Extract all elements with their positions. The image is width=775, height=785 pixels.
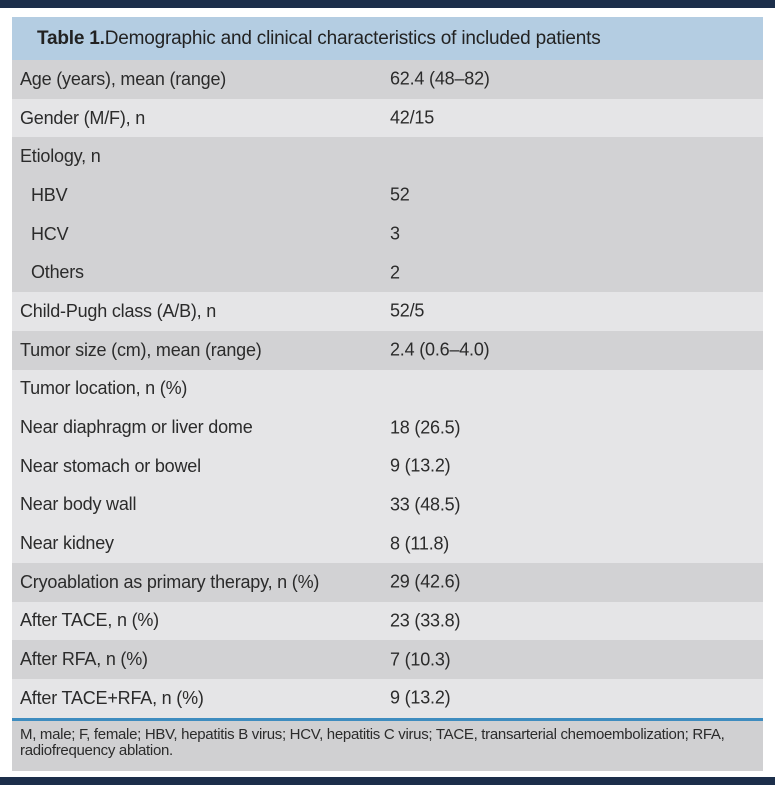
- row-value: 3: [390, 223, 400, 244]
- row-label: After TACE, n (%): [20, 610, 159, 631]
- row-value: 29 (42.6): [390, 571, 461, 592]
- row-value: 33 (48.5): [390, 494, 461, 515]
- demographics-table: Table 1. Demographic and clinical charac…: [12, 17, 763, 771]
- table-body: Age (years), mean (range) 62.4 (48–82) Gen…: [12, 60, 763, 718]
- row-value: 52: [390, 184, 410, 205]
- row-group: Etiology, n HBV 52 HCV 3 Others 2: [12, 137, 763, 293]
- table-top-rule: [0, 0, 775, 8]
- table-caption: Demographic and clinical characteristics…: [104, 27, 601, 49]
- table-footnote: M, male; F, female; HBV, hepatitis B vir…: [12, 717, 763, 771]
- row-group: Cryoablation as primary therapy, n (%) 29…: [12, 562, 763, 602]
- row-value: 52/5: [390, 300, 425, 321]
- table-row: Tumor location, n (%): [12, 370, 763, 409]
- table-number-label: Table 1.: [37, 27, 105, 49]
- table-bottom-rule: [0, 777, 775, 785]
- row-label: Tumor location, n (%): [20, 378, 188, 399]
- row-group: Gender (M/F), n 42/15: [12, 98, 763, 138]
- table-row: HBV 52: [12, 176, 763, 215]
- table-row: Tumor size (cm), mean (range) 2.4 (0.6–4.…: [12, 331, 763, 370]
- table-row: Near stomach or bowel 9 (13.2): [12, 447, 763, 486]
- row-group: Age (years), mean (range) 62.4 (48–82): [12, 60, 763, 99]
- row-label: Etiology, n: [20, 146, 101, 167]
- table-row: Others 2: [12, 253, 763, 292]
- table-row: Near kidney 8 (11.8): [12, 524, 763, 563]
- table-row: After TACE, n (%) 23 (33.8): [12, 602, 763, 641]
- row-value: 2: [390, 262, 400, 283]
- row-group: Child-Pugh class (A/B), n 52/5: [12, 292, 763, 331]
- row-label: HBV: [31, 184, 68, 205]
- row-value: 9 (13.2): [390, 687, 451, 708]
- footnote-line-1: M, male; F, female; HBV, hepatitis B vir…: [20, 726, 725, 743]
- table-row: Child-Pugh class (A/B), n 52/5: [12, 292, 763, 331]
- row-label: After RFA, n (%): [20, 649, 148, 670]
- table-row: Etiology, n: [12, 137, 763, 176]
- row-group: Tumor size (cm), mean (range) 2.4 (0.6–4.…: [12, 330, 763, 370]
- row-label: Others: [31, 262, 84, 283]
- row-value: 7 (10.3): [390, 649, 451, 670]
- table-row: Near diaphragm or liver dome 18 (26.5): [12, 408, 763, 447]
- table-row: After TACE+RFA, n (%) 9 (13.2): [12, 679, 763, 718]
- row-value: 62.4 (48–82): [390, 68, 490, 89]
- table-row: Gender (M/F), n 42/15: [12, 99, 763, 138]
- footnote-line-2: radiofrequency ablation.: [20, 742, 173, 759]
- row-label: Gender (M/F), n: [20, 107, 146, 128]
- row-value: 9 (13.2): [390, 455, 451, 476]
- row-group: After TACE+RFA, n (%) 9 (13.2): [12, 679, 763, 718]
- row-value: 18 (26.5): [390, 417, 461, 438]
- row-label: Near diaphragm or liver dome: [20, 417, 253, 438]
- row-label: Cryoablation as primary therapy, n (%): [20, 571, 320, 592]
- row-label: Near kidney: [20, 533, 114, 554]
- table-row: HCV 3: [12, 215, 763, 254]
- row-value: 42/15: [390, 107, 435, 128]
- table-title: Table 1. Demographic and clinical charac…: [12, 17, 763, 60]
- row-label: HCV: [31, 223, 69, 244]
- row-group: Tumor location, n (%) Near diaphragm or l…: [12, 369, 763, 563]
- row-label: Age (years), mean (range): [20, 68, 227, 89]
- table-row: Age (years), mean (range) 62.4 (48–82): [12, 60, 763, 99]
- row-label: Child-Pugh class (A/B), n: [20, 300, 217, 321]
- row-group: After TACE, n (%) 23 (33.8): [12, 601, 763, 641]
- row-value: 8 (11.8): [390, 533, 450, 554]
- row-label: Tumor size (cm), mean (range): [20, 339, 262, 360]
- row-label: Near body wall: [20, 494, 137, 515]
- row-value: 23 (33.8): [390, 610, 461, 631]
- row-label: After TACE+RFA, n (%): [20, 687, 204, 708]
- row-label: Near stomach or bowel: [20, 455, 201, 476]
- table-row: Near body wall 33 (48.5): [12, 486, 763, 525]
- row-group: After RFA, n (%) 7 (10.3): [12, 640, 763, 679]
- table-row: Cryoablation as primary therapy, n (%) 29…: [12, 563, 763, 602]
- row-value: 2.4 (0.6–4.0): [390, 339, 490, 360]
- table-row: After RFA, n (%) 7 (10.3): [12, 640, 763, 679]
